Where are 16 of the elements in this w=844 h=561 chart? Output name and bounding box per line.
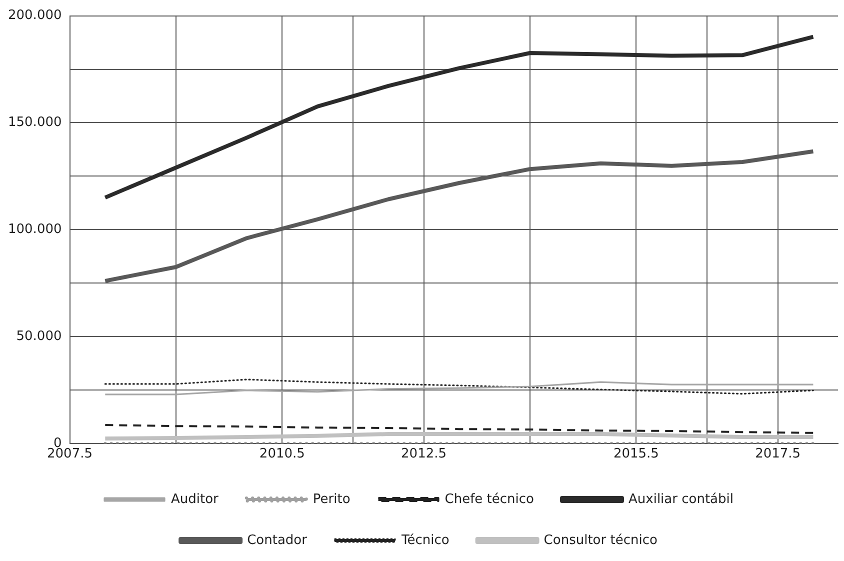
x-tick-label: 2010.5: [259, 446, 305, 462]
legend-label: Auditor: [171, 492, 220, 507]
legend-label: Contador: [247, 532, 308, 548]
x-tick-label: 2012.5: [401, 446, 447, 462]
legend-label: Técnico: [400, 532, 450, 548]
legend-label: Consultor técnico: [544, 532, 658, 548]
y-tick-label: 100.000: [8, 222, 62, 237]
x-tick-label: 2017.5: [755, 446, 801, 462]
y-tick-label: 50.000: [16, 328, 62, 344]
line-series: [104, 424, 814, 434]
y-tick-label: 200.000: [8, 8, 62, 24]
x-tick-label: 2015.5: [613, 446, 659, 462]
y-tick-label: 150.000: [8, 115, 62, 130]
legend-label: Chefe técnico: [444, 492, 534, 507]
legend-label: Perito: [312, 492, 350, 507]
legend-label: Auxiliar contábil: [628, 492, 734, 507]
